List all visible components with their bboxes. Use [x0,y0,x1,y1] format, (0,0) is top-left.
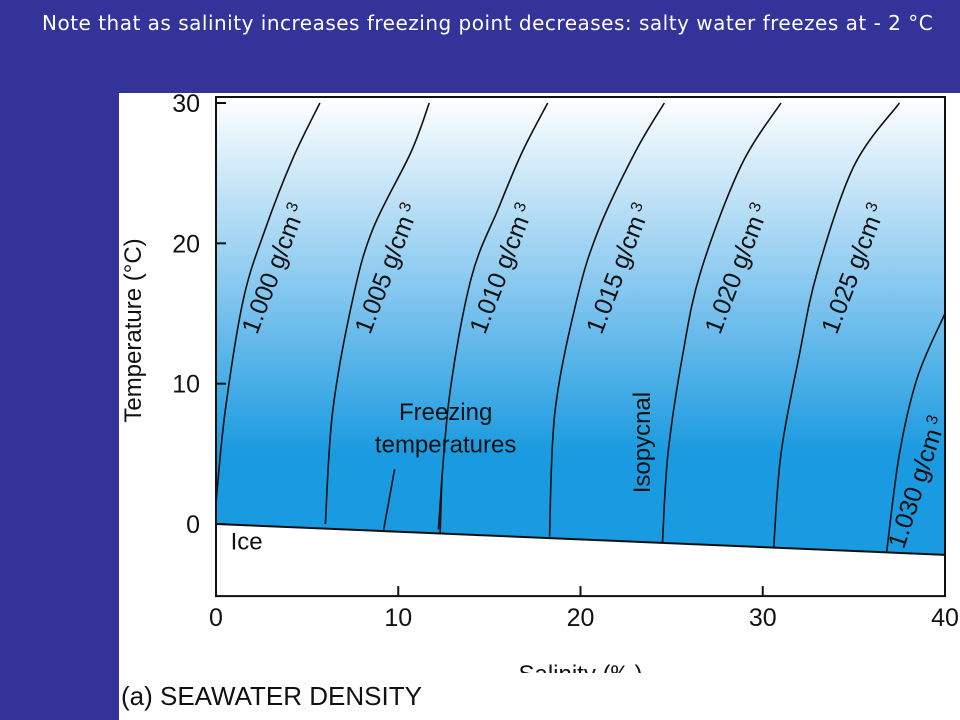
isopycnal-lines [215,102,946,556]
isopycnal-5 [661,102,782,543]
x-axis-label: Salinity (‰) [518,661,642,673]
freezing-line [215,523,946,556]
ice-label: Ice [231,528,263,555]
seawater-density-figure: 0 10 20 30 40 0 10 20 30 1.000 g/cm 3 1.005 g/cm … [119,93,960,720]
isopycnal-label: Isopycnal [629,392,656,493]
x-tick-label: 30 [749,604,777,632]
isopycnal-3 [437,102,549,530]
isopycnal-6 [772,102,901,548]
y-tick-label: 10 [172,371,200,399]
isopycnal-4 [548,102,666,537]
water-region [216,97,945,555]
x-tick-label: 20 [567,604,595,632]
y-tick-label: 30 [172,93,200,118]
axis-ticks: 0 10 20 30 40 0 10 20 30 [172,93,959,632]
figure-label: (a) SEAWATER DENSITY [121,681,422,711]
plot-area [216,97,945,555]
y-tick-label: 20 [172,230,200,258]
freezing-pointer-1 [382,469,396,530]
y-tick-label: 0 [186,511,200,539]
slide-caption: Note that as salinity increases freezing… [42,11,934,35]
isopycnal-2 [324,102,430,525]
y-axis-label: Temperature (°C) [120,238,147,422]
isopycnal-7 [885,313,946,553]
x-tick-label: 40 [931,604,959,632]
freezing-label-line2: temperatures [375,431,516,458]
x-tick-label: 10 [384,604,412,632]
freezing-pointer-2 [439,474,443,533]
x-tick-label: 0 [209,604,223,632]
isopycnal-1 [215,102,321,504]
freezing-label-line1: Freezing [399,399,492,426]
